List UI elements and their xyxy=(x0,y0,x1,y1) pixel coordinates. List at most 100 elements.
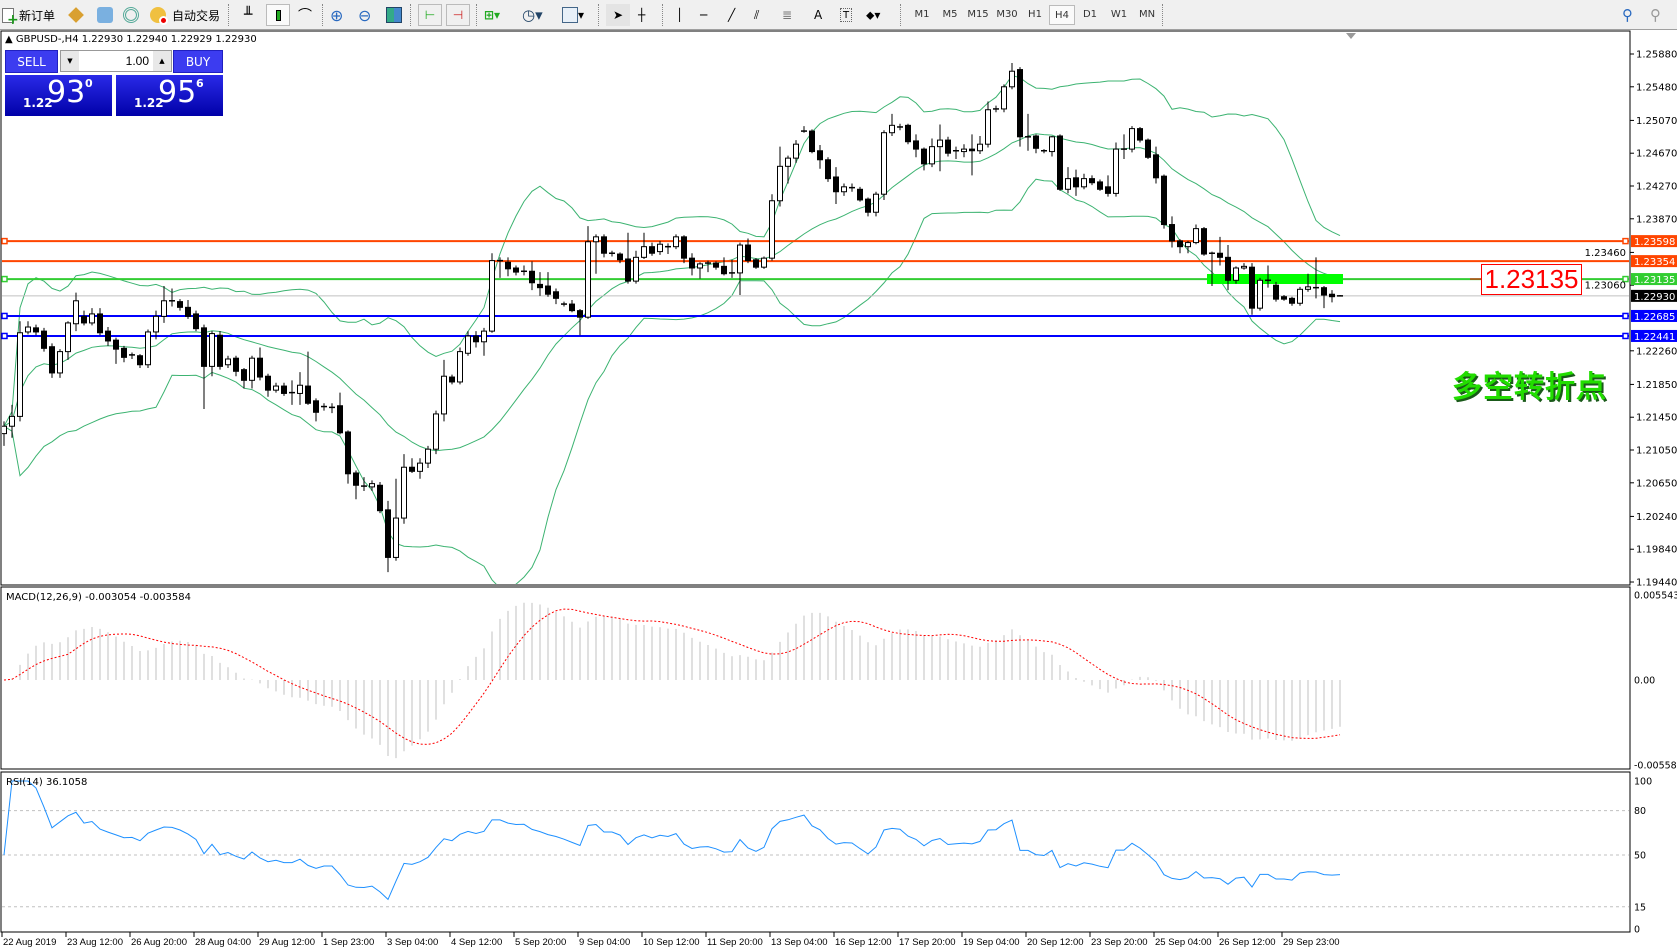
crosshair-icon[interactable]: ┼ xyxy=(638,8,646,22)
volume-decrease-button[interactable]: ▼ xyxy=(61,51,79,71)
timeframe-m5[interactable]: M5 xyxy=(942,9,958,20)
line-chart-icon[interactable]: ⌒ xyxy=(298,8,312,24)
turning-point-price-label[interactable]: 1.23135 xyxy=(1481,264,1582,295)
timeframe-d1[interactable]: D1 xyxy=(1082,9,1098,20)
arrows-icon[interactable]: ⬥▾ xyxy=(866,7,881,22)
trendline-icon[interactable]: ╱ xyxy=(728,8,736,22)
zoom-out-icon[interactable]: ⊖ xyxy=(358,5,372,25)
candle xyxy=(721,257,727,276)
auto-scroll-icon[interactable]: ⊣ xyxy=(446,4,470,26)
search-icon[interactable]: ⚲ xyxy=(1622,6,1633,24)
auto-trading-button[interactable]: 自动交易 xyxy=(150,4,220,26)
candle-bull-body xyxy=(673,236,679,248)
candle-bear-body xyxy=(185,306,191,317)
candle xyxy=(1249,263,1255,315)
timeframe-m15[interactable]: M15 xyxy=(967,9,989,20)
fibonacci-icon[interactable]: ≣ xyxy=(782,8,793,22)
candle-bear-body xyxy=(913,140,919,150)
chart-shift-icon[interactable]: ⊢ xyxy=(418,4,442,26)
timeframe-mn[interactable]: MN xyxy=(1138,9,1156,20)
candle-bear-body xyxy=(513,267,519,273)
indicators-icon[interactable]: ⊞▾ xyxy=(484,8,501,22)
rsi-panel[interactable] xyxy=(0,771,1631,933)
new-order-button[interactable]: + 新订单 xyxy=(2,4,55,27)
candle xyxy=(1025,113,1031,151)
timeframe-w1[interactable]: W1 xyxy=(1110,9,1128,20)
turning-point-text[interactable]: 多空转折点 xyxy=(1452,370,1607,405)
text-label-icon[interactable]: T xyxy=(840,8,853,22)
candle xyxy=(1169,216,1175,248)
candle xyxy=(1017,67,1023,147)
candle xyxy=(369,480,375,492)
timeframe-m1[interactable]: M1 xyxy=(914,9,930,20)
time-tick-label: 5 Sep 20:00 xyxy=(515,937,566,948)
templates-icon[interactable]: ▾ xyxy=(562,4,584,26)
main-chart-panel[interactable] xyxy=(0,30,1631,586)
data-window-icon[interactable] xyxy=(97,4,113,26)
buy-button[interactable]: BUY xyxy=(173,50,223,73)
candle xyxy=(1305,273,1311,292)
candle xyxy=(697,262,703,279)
candle xyxy=(601,234,607,258)
rsi-axis-label: 0 xyxy=(1634,925,1640,936)
time-axis: 22 Aug 2019 23 Aug 12:00 26 Aug 20:00 28 Au… xyxy=(1,932,1340,948)
timeframe-m30[interactable]: M30 xyxy=(996,9,1018,20)
bar-chart-icon[interactable]: ╨ xyxy=(244,7,253,23)
macd-panel[interactable] xyxy=(0,586,1631,770)
time-tick-label: 11 Sep 20:00 xyxy=(707,937,763,948)
candle xyxy=(777,146,783,207)
candle-bull-body xyxy=(593,236,599,243)
community-search-icon[interactable]: ⚲ xyxy=(1650,6,1661,24)
candle-bear-body xyxy=(41,330,47,349)
navigator-icon[interactable] xyxy=(123,4,139,26)
candlestick-chart-icon[interactable] xyxy=(266,4,290,26)
sell-button[interactable]: SELL xyxy=(5,50,58,73)
candle-bear-body xyxy=(745,244,751,262)
candle-bull-body xyxy=(489,260,495,332)
candle-bear-body xyxy=(337,405,343,434)
candle-bull-body xyxy=(441,375,447,415)
candle xyxy=(1089,175,1095,186)
candle xyxy=(529,261,535,291)
macd-label: MACD(12,26,9) -0.003054 -0.003584 xyxy=(6,592,191,603)
candle-bear-body xyxy=(1217,252,1223,258)
bid-fraction: 0 xyxy=(85,77,93,90)
ask-price-box[interactable]: 1.22 95 6 xyxy=(116,75,223,116)
text-tool-icon[interactable]: A xyxy=(814,8,823,22)
candle xyxy=(657,240,663,255)
time-tick-label: 23 Sep 20:00 xyxy=(1091,937,1148,948)
candle xyxy=(393,478,399,561)
equidistant-channel-icon[interactable]: ⫽ xyxy=(754,7,760,22)
candle-bull-body xyxy=(1065,178,1071,190)
level-handle xyxy=(1622,275,1629,283)
periods-clock-icon[interactable]: ◷▾ xyxy=(522,6,543,24)
indicator-axes: 0.005543 0.00 -0.005583 100 80 50 15 0 xyxy=(1634,591,1677,936)
volume-input[interactable] xyxy=(81,51,151,71)
candle xyxy=(585,226,591,319)
price-tag xyxy=(1631,273,1677,286)
horizontal-line-icon[interactable]: ─ xyxy=(700,8,708,22)
candle xyxy=(353,470,359,500)
candle-bear-body xyxy=(689,257,695,269)
cursor-icon[interactable]: ➤ xyxy=(606,4,630,26)
collapse-triangle-icon[interactable]: ▲ xyxy=(5,34,16,45)
candle xyxy=(873,191,879,217)
candle xyxy=(57,349,63,378)
candle xyxy=(513,265,519,276)
tile-windows-icon[interactable] xyxy=(386,4,402,26)
auto-trading-label: 自动交易 xyxy=(172,8,221,23)
candle-bull-body xyxy=(985,109,991,145)
zoom-in-icon[interactable]: ⊕ xyxy=(330,5,344,25)
chart-shift-marker[interactable] xyxy=(1346,33,1356,39)
timeframe-h1[interactable]: H1 xyxy=(1028,9,1042,20)
timeframe-h4[interactable]: H4 xyxy=(1049,5,1075,25)
time-tick-label: 9 Sep 04:00 xyxy=(579,937,630,948)
volume-increase-button[interactable]: ▲ xyxy=(153,51,171,71)
vertical-line-icon[interactable]: │ xyxy=(676,8,684,22)
candle xyxy=(73,292,79,332)
candle xyxy=(1097,179,1103,191)
bid-price-box[interactable]: 1.22 93 0 xyxy=(5,75,112,116)
price-tick-label: 1.23460 xyxy=(1585,248,1626,259)
candle-bull-body xyxy=(417,462,423,472)
